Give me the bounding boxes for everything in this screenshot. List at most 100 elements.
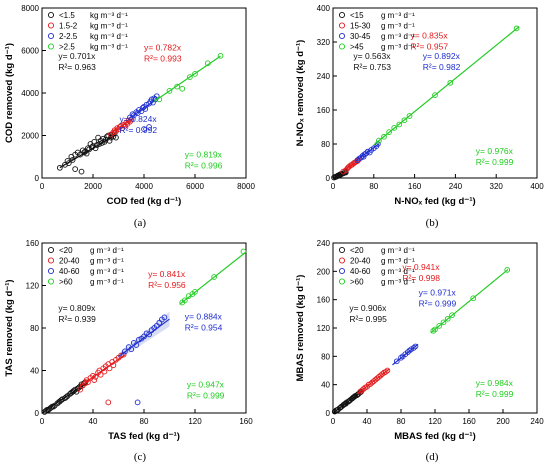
x-tick-label: 40 xyxy=(89,417,98,426)
data-point xyxy=(444,315,451,322)
y-tick-label: 80 xyxy=(30,324,39,333)
legend: <20 g m⁻³ d⁻¹ 20-40 g m⁻³ d⁻¹ 40-60 g m⁻³ d⁻¹… xyxy=(338,246,415,287)
x-tick-label: 8000 xyxy=(237,182,255,191)
legend-unit: g m⁻³ d⁻¹ xyxy=(90,267,124,276)
x-tick-label: 400 xyxy=(530,182,544,191)
y-tick-label: 240 xyxy=(317,239,331,248)
data-point xyxy=(85,145,91,152)
legend-unit: g m⁻³ d⁻¹ xyxy=(381,278,415,287)
data-point xyxy=(92,145,99,152)
x-axis-label: MBAS fed (kg d⁻¹) xyxy=(394,431,476,442)
equation-label: y= 0.809x xyxy=(58,303,96,313)
x-tick-label: 0 xyxy=(331,417,336,426)
legend: <1.5 kg m⁻³ d⁻¹ 1.5-2 kg m⁻³ d⁻¹ 2-2.5 kg m⁻³… xyxy=(47,11,128,52)
data-point xyxy=(391,124,398,131)
legend-marker xyxy=(47,278,55,285)
data-point xyxy=(436,323,443,329)
legend-label: <15 xyxy=(350,11,364,20)
legend-label: 15-30 xyxy=(350,22,371,31)
data-point xyxy=(134,399,141,406)
r-squared-label: R²= 0.993 xyxy=(144,54,182,64)
y-tick-label: 80 xyxy=(321,352,330,361)
x-tick-label: 40 xyxy=(363,417,372,426)
legend-unit: g m⁻³ d⁻¹ xyxy=(381,246,415,255)
panel-caption: (c) xyxy=(134,451,147,463)
legend-label: >2.5 xyxy=(59,43,75,52)
data-point xyxy=(345,398,352,405)
data-point xyxy=(128,346,135,353)
legend-unit: g m⁻³ d⁻¹ xyxy=(381,32,415,41)
data-point xyxy=(336,405,343,411)
legend: <15 g m⁻³ d⁻¹ 15-30 g m⁻³ d⁻¹ 30-45 g m⁻³ d⁻¹… xyxy=(338,11,415,52)
legend-marker xyxy=(47,43,55,50)
chart-panel-1: 0 2000 4000 6000 8000 0 2000 4000 6000 8000 COD fe… xyxy=(4,4,255,229)
panel-caption: (a) xyxy=(134,217,147,229)
x-axis-label: TAS fed (kg d⁻¹) xyxy=(108,431,180,442)
r-squared-label: R²= 0.963 xyxy=(58,62,96,72)
legend: <20 g m⁻³ d⁻¹ 20-40 g m⁻³ d⁻¹ 40-60 g m⁻³ d⁻¹… xyxy=(47,246,124,287)
equation-label: y= 0.971x xyxy=(419,288,457,298)
y-tick-label: 40 xyxy=(321,381,330,390)
x-tick-label: 320 xyxy=(490,182,504,191)
equation-label: y= 0.841x xyxy=(148,269,186,279)
legend-marker xyxy=(47,257,55,264)
legend-unit: g m⁻³ d⁻¹ xyxy=(381,43,415,52)
legend-marker xyxy=(47,32,55,40)
panel-caption: (b) xyxy=(426,217,439,229)
legend-marker xyxy=(47,11,55,19)
y-axis-label: MBAS removed (kg d⁻¹) xyxy=(295,275,306,382)
data-point xyxy=(447,79,454,86)
r-squared-label: R²= 0.939 xyxy=(58,314,96,324)
data-point xyxy=(217,52,224,59)
fit-line xyxy=(392,343,419,366)
x-tick-label: 200 xyxy=(496,417,510,426)
data-point xyxy=(406,347,413,354)
data-point xyxy=(353,392,360,399)
data-point xyxy=(430,327,437,334)
x-tick-label: 120 xyxy=(428,417,442,426)
legend-label: <20 xyxy=(350,246,364,255)
x-tick-label: 80 xyxy=(369,182,378,191)
data-point xyxy=(93,142,100,148)
x-axis-label: N-NOₓ fed (kg d⁻¹) xyxy=(394,196,475,207)
data-point xyxy=(211,274,217,280)
legend-marker xyxy=(338,22,346,29)
data-point xyxy=(358,154,364,161)
equation-label: y= 0.941x xyxy=(402,262,440,272)
data-point xyxy=(204,60,211,67)
data-point xyxy=(146,331,152,338)
x-tick-label: 80 xyxy=(140,417,149,426)
legend-marker xyxy=(338,267,346,275)
data-point xyxy=(377,372,384,379)
data-point xyxy=(401,117,408,124)
x-tick-label: 2000 xyxy=(84,182,102,191)
legend-unit: kg m⁻³ d⁻¹ xyxy=(90,43,128,52)
r-squared-label: R²= 0.996 xyxy=(185,161,223,171)
data-point xyxy=(65,160,72,166)
data-point xyxy=(113,134,119,141)
data-point xyxy=(504,267,511,273)
data-point xyxy=(136,336,142,343)
data-point xyxy=(72,166,79,172)
fit-line xyxy=(373,26,520,146)
data-point xyxy=(382,369,389,375)
x-tick-label: 4000 xyxy=(135,182,153,191)
y-tick-label: 8000 xyxy=(21,4,39,13)
data-point xyxy=(78,168,85,175)
data-point xyxy=(161,314,168,321)
data-point xyxy=(181,297,188,304)
data-point xyxy=(369,379,375,386)
legend-marker xyxy=(338,257,346,264)
legend-marker xyxy=(47,267,55,275)
legend-label: >45 xyxy=(350,43,364,52)
data-point xyxy=(91,139,98,145)
y-tick-label: 80 xyxy=(321,140,330,149)
data-point xyxy=(432,92,438,98)
